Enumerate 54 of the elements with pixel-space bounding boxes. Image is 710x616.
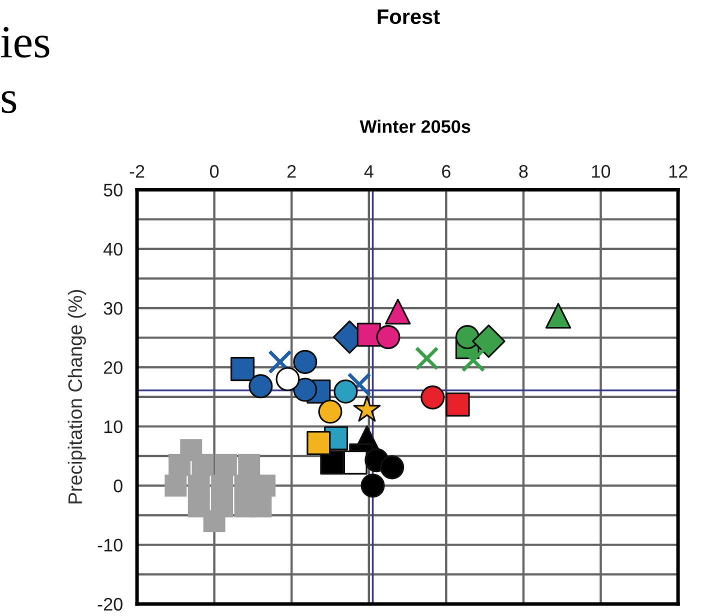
- point: [446, 392, 470, 417]
- point: [380, 455, 404, 480]
- point: [268, 350, 292, 374]
- point: [248, 374, 273, 398]
- x-tick-label: 6: [442, 165, 450, 178]
- x-tick-label: 12: [669, 165, 688, 178]
- point: [334, 380, 358, 404]
- x-tick-label: 10: [592, 165, 610, 178]
- point: [318, 400, 342, 424]
- point: [360, 474, 385, 498]
- y-tick-label: 0: [114, 480, 122, 492]
- y-tick-label: -10: [98, 538, 122, 552]
- point: [214, 454, 237, 476]
- point: [343, 450, 368, 475]
- x-tick-label: 2: [287, 165, 296, 178]
- y-tick-label: 20: [104, 361, 122, 374]
- point: [306, 430, 331, 456]
- y-tick-label: 40: [103, 242, 122, 256]
- point: [385, 298, 411, 324]
- point: [164, 474, 187, 497]
- x-tick-label: 8: [519, 165, 528, 178]
- y-tick-label: 10: [104, 420, 122, 434]
- point: [192, 454, 214, 476]
- point: [414, 346, 439, 370]
- point: [293, 378, 318, 402]
- point: [472, 324, 506, 358]
- point: [211, 474, 234, 497]
- y-tick-label: -20: [98, 598, 122, 611]
- chart-subtitle: Winter 2050s: [360, 120, 470, 133]
- point: [203, 510, 226, 532]
- point: [376, 325, 400, 350]
- x-tick-label: 0: [210, 165, 219, 178]
- point: [238, 454, 260, 476]
- y-tick-label: 30: [104, 302, 122, 315]
- x-tick-label: 4: [364, 165, 374, 178]
- point: [420, 385, 445, 410]
- point: [293, 350, 318, 374]
- chart-title: Forest: [378, 10, 440, 24]
- point: [461, 348, 486, 372]
- point: [353, 396, 381, 422]
- text: ies: [0, 26, 50, 58]
- point: [188, 495, 210, 518]
- x-tick-label: -2: [130, 165, 144, 178]
- point: [168, 454, 191, 476]
- text: s: [2, 91, 16, 114]
- point: [455, 325, 480, 350]
- point: [250, 495, 272, 518]
- point: [276, 367, 300, 392]
- y-axis-title: Precipitation Change (%): [68, 290, 86, 504]
- point: [320, 450, 344, 475]
- point: [230, 357, 255, 382]
- point: [545, 302, 572, 329]
- point: [188, 474, 210, 497]
- y-tick-label: 50: [104, 184, 122, 196]
